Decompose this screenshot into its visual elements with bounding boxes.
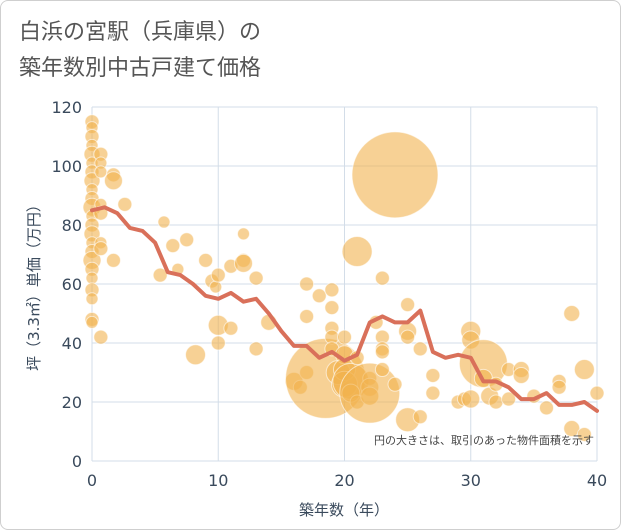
y-tick-label: 20 — [62, 393, 82, 412]
bubble-point — [400, 329, 416, 345]
y-tick-label: 80 — [62, 216, 82, 235]
bubble-point — [152, 267, 168, 283]
bubble-point — [387, 376, 403, 392]
bubble-point — [311, 288, 327, 304]
bubble-point — [341, 236, 373, 268]
bubble-point — [299, 308, 315, 324]
bubble-point — [324, 300, 340, 316]
x-tick-label: 0 — [87, 471, 97, 490]
bubble-point — [93, 329, 109, 345]
x-tick-label: 30 — [461, 471, 481, 490]
bubble-point — [374, 362, 390, 378]
x-tick-label: 40 — [587, 471, 607, 490]
bubble-point — [198, 252, 214, 268]
bubble-point — [374, 344, 390, 360]
bubble-point — [85, 315, 99, 329]
bubble-point — [157, 215, 171, 229]
y-tick-label: 0 — [72, 452, 82, 471]
bubble-point — [179, 232, 195, 248]
bubble-point — [339, 362, 401, 424]
x-tick-label: 10 — [208, 471, 228, 490]
chart-title-line-1: 白浜の宮駅（兵庫県）の — [19, 20, 262, 45]
bubble-point — [117, 196, 133, 212]
bubble-point — [337, 329, 352, 345]
bubble-point — [248, 341, 264, 357]
bubble-point — [223, 320, 239, 336]
bubble-point — [488, 394, 504, 410]
bubble-point — [351, 131, 439, 219]
bubble-point — [85, 271, 99, 285]
bubble-point — [185, 344, 207, 366]
bubble-point — [425, 385, 441, 401]
x-tick-label: 20 — [334, 471, 354, 490]
bubble-point — [425, 367, 441, 383]
y-axis-label: 坪（3.3㎡）単価（万円） — [25, 197, 43, 371]
bubble-point — [93, 241, 109, 257]
bubble-point — [374, 270, 390, 286]
chart-title: 白浜の宮駅（兵庫県）の 築年数別中古戸建て価格 — [19, 15, 261, 87]
bubble-point — [210, 335, 226, 351]
bubble-point — [501, 391, 517, 407]
x-axis-ticks: 0 10 20 30 40 — [87, 471, 607, 490]
x-axis-label: 築年数（年） — [299, 501, 389, 519]
trend-line — [90, 205, 599, 413]
bubble-point — [165, 238, 181, 254]
chart-title-line-2: 築年数別中古戸建て価格 — [19, 56, 262, 81]
bubble-point — [512, 366, 530, 384]
bubble-point — [563, 305, 581, 322]
bubble-point — [573, 359, 595, 381]
bubble-point — [210, 267, 226, 283]
bubble-point — [539, 400, 554, 416]
bubble-point — [412, 341, 428, 357]
y-tick-label: 100 — [51, 157, 82, 176]
bubble-point — [400, 297, 416, 313]
bubble-point — [94, 165, 108, 179]
bubble-point — [234, 253, 253, 273]
bubble-point — [105, 252, 121, 268]
y-tick-label: 40 — [62, 334, 82, 353]
y-tick-label: 60 — [62, 275, 82, 294]
bubble-point — [412, 409, 428, 425]
bubble-point — [103, 171, 123, 191]
bubble-point — [589, 385, 605, 401]
bubble-point — [551, 379, 567, 395]
bubble-point — [576, 426, 592, 442]
bubble-point — [237, 227, 250, 241]
bubble-point — [209, 280, 223, 294]
y-axis-ticks: 0 20 40 60 80 100 120 — [51, 98, 82, 471]
y-tick-label: 120 — [51, 98, 82, 117]
bubble-point — [324, 282, 340, 298]
bubble-point — [299, 276, 315, 292]
bubble-point — [85, 292, 99, 306]
bubble-point — [248, 270, 264, 286]
size-note: 円の大きさは、取引のあった物件面積を示す — [374, 433, 594, 447]
bubble-point — [461, 389, 481, 409]
